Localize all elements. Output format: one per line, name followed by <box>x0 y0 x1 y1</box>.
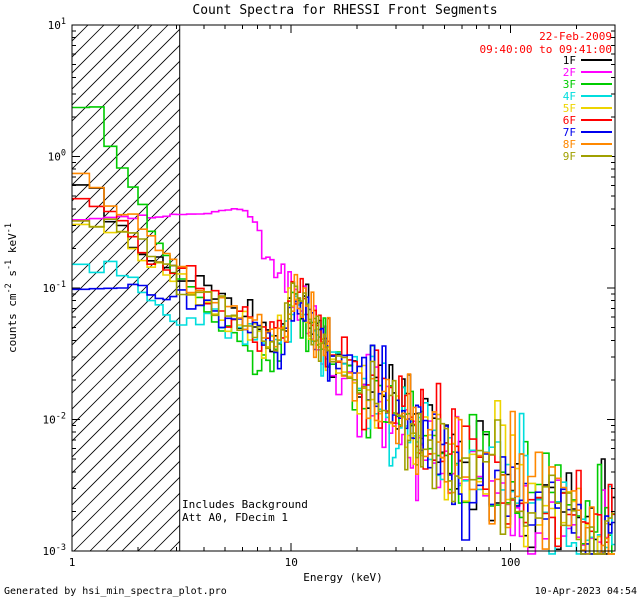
axis-ticks <box>71 24 615 552</box>
series-9f-line <box>72 218 615 555</box>
footer-generator-text: Generated by hsi_min_spectra_plot.pro <box>4 586 227 597</box>
x-tick-label-1: 1 <box>69 556 76 569</box>
x-tick-labels: 1 10 100 <box>69 556 521 569</box>
observation-date: 22-Feb-2009 <box>539 30 612 43</box>
legend: 22-Feb-2009 09:40:00 to 09:41:00 1F2F3F4… <box>480 30 612 163</box>
annotation-includes-background: Includes Background <box>182 498 308 511</box>
series-1f-line <box>72 184 615 555</box>
y-tick-label-10e-3: 10-3 <box>43 543 67 558</box>
series-3f-line <box>72 106 615 555</box>
legend-label-6f: 6F <box>563 114 576 127</box>
legend-label-5f: 5F <box>563 102 576 115</box>
observation-time-range: 09:40:00 to 09:41:00 <box>480 43 612 56</box>
y-tick-label-10e-1: 10-1 <box>43 280 67 295</box>
x-tick-label-100: 100 <box>500 556 520 569</box>
legend-label-3f: 3F <box>563 78 576 91</box>
footer-timestamp: 10-Apr-2023 04:54 <box>535 586 637 597</box>
spectra-series <box>72 106 615 555</box>
y-tick-labels: 10-3 10-2 10-1 100 101 <box>43 17 67 558</box>
legend-label-8f: 8F <box>563 138 576 151</box>
y-tick-label-10e0: 100 <box>48 149 66 164</box>
y-axis-label: counts cm-2 s-1 keV-1 <box>4 223 19 353</box>
legend-label-1f: 1F <box>563 54 576 67</box>
legend-label-2f: 2F <box>563 66 576 79</box>
x-axis-label: Energy (keV) <box>303 571 382 584</box>
annotation-attenuator-state: Att A0, FDecim 1 <box>182 511 288 524</box>
legend-label-7f: 7F <box>563 126 576 139</box>
legend-label-9f: 9F <box>563 150 576 163</box>
legend-label-4f: 4F <box>563 90 576 103</box>
series-5f-line <box>72 223 615 555</box>
plot-title: Count Spectra for RHESSI Front Segments <box>192 3 497 18</box>
y-tick-label-10e-2: 10-2 <box>43 412 67 427</box>
x-tick-label-10: 10 <box>285 556 298 569</box>
y-tick-label-10e1: 101 <box>48 17 66 32</box>
axes-frame <box>71 24 616 552</box>
